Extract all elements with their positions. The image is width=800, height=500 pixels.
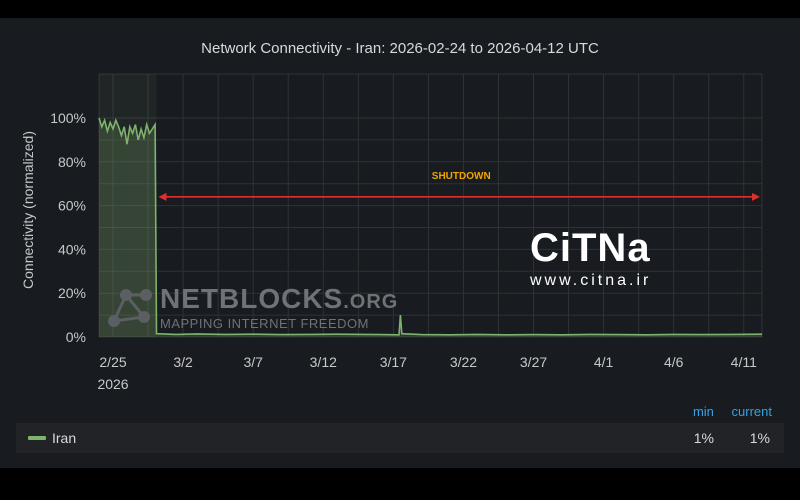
y-tick-label: 60%	[58, 198, 86, 214]
netblocks-logo-icon	[108, 289, 152, 327]
netblocks-tagline: MAPPING INTERNET FREEDOM	[160, 316, 369, 331]
x-tick-label: 3/7	[243, 354, 263, 370]
legend-header: min current	[679, 404, 772, 419]
gridlines	[98, 73, 763, 338]
citna-url: www.citna.ir	[530, 272, 652, 289]
shutdown-arrow-head-left	[158, 192, 167, 201]
shutdown-label: SHUTDOWN	[432, 171, 491, 182]
shutdown-annotation: SHUTDOWN	[158, 171, 760, 201]
y-tick-label: 20%	[58, 285, 86, 301]
citna-watermark: CiTNa www.citna.ir	[530, 228, 651, 290]
y-axis-ticks: 0% 20% 40% 60% 80% 100%	[50, 110, 86, 345]
series-line	[98, 117, 763, 336]
legend-swatch	[28, 436, 46, 440]
legend-min-value: 1%	[693, 430, 714, 446]
y-tick-label: 80%	[58, 154, 86, 170]
series-layer	[98, 117, 763, 337]
x-axis-ticks: 2/25 3/2 3/7 3/12 3/17 3/22 3/27 4/1 4/6 4/11 2026	[97, 354, 757, 392]
x-tick-label: 4/1	[594, 354, 614, 370]
y-tick-label: 100%	[50, 110, 86, 126]
legend-series-name[interactable]: Iran	[52, 430, 77, 446]
x-tick-label: 3/27	[520, 354, 547, 370]
x-year-label: 2026	[97, 376, 128, 392]
chart-title: Network Connectivity - Iran: 2026-02-24 …	[201, 40, 599, 57]
netblocks-wordmark: NETBLOCKS.ORG	[160, 283, 399, 314]
x-tick-label: 2/25	[99, 354, 126, 370]
x-tick-label: 3/22	[450, 354, 477, 370]
y-tick-label: 40%	[58, 241, 86, 257]
shutdown-arrow-head-right	[752, 192, 760, 201]
citna-logo: CiTNa	[530, 226, 651, 270]
chart-panel	[0, 18, 800, 468]
legend-min-header[interactable]: min	[692, 404, 714, 419]
x-tick-label: 3/2	[173, 354, 193, 370]
legend-current-value: 1%	[749, 430, 770, 446]
x-tick-label: 4/11	[731, 354, 757, 370]
y-axis-label: Connectivity (normalized)	[20, 131, 36, 289]
x-tick-label: 3/12	[310, 354, 337, 370]
y-tick-label: 0%	[66, 329, 86, 345]
x-tick-label: 4/6	[664, 354, 684, 370]
legend-row[interactable]: Iran 1% 1%	[16, 423, 784, 453]
x-tick-label: 3/17	[380, 354, 407, 370]
legend-current-header[interactable]: current	[731, 404, 772, 419]
